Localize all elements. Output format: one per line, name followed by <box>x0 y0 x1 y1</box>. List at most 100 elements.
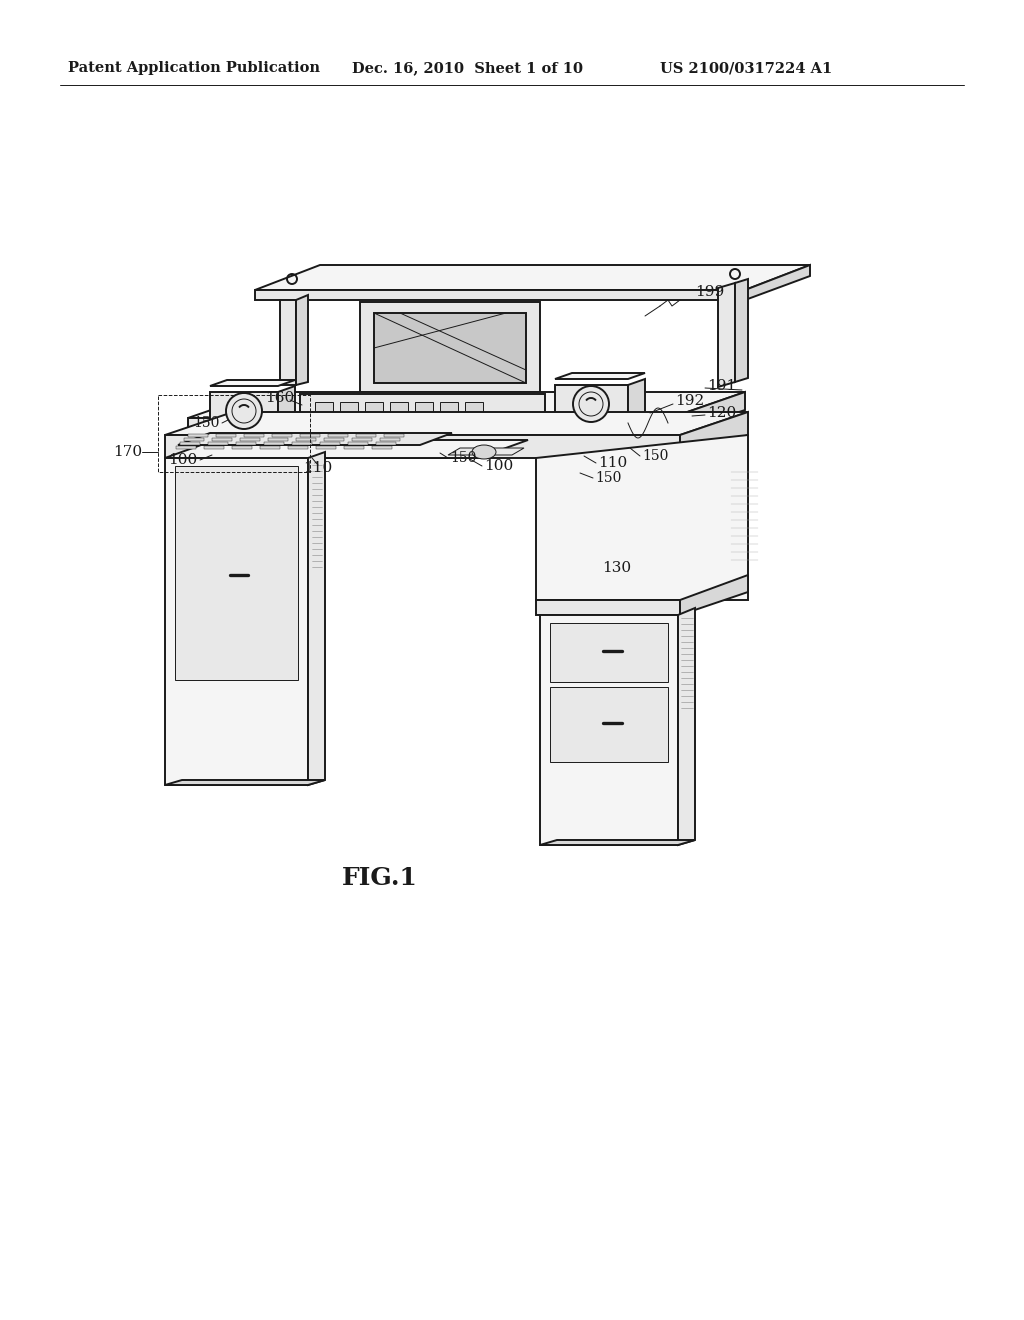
Text: 150: 150 <box>595 471 622 484</box>
Polygon shape <box>255 290 745 300</box>
Polygon shape <box>449 447 524 455</box>
Polygon shape <box>374 313 526 383</box>
Polygon shape <box>536 436 748 601</box>
Polygon shape <box>188 434 208 437</box>
Polygon shape <box>244 434 264 437</box>
Polygon shape <box>465 403 483 424</box>
Polygon shape <box>680 412 748 458</box>
Polygon shape <box>319 442 340 445</box>
Text: 199: 199 <box>695 285 724 300</box>
Polygon shape <box>555 374 645 379</box>
Polygon shape <box>260 446 280 449</box>
Polygon shape <box>328 434 348 437</box>
Text: 150: 150 <box>642 449 669 463</box>
Polygon shape <box>352 438 372 441</box>
Polygon shape <box>165 780 325 785</box>
Polygon shape <box>408 414 495 418</box>
Text: 160: 160 <box>265 391 294 405</box>
Polygon shape <box>680 576 748 615</box>
Polygon shape <box>208 442 228 445</box>
Text: 191: 191 <box>707 379 736 393</box>
Polygon shape <box>292 442 312 445</box>
Polygon shape <box>272 434 292 437</box>
Polygon shape <box>390 403 408 424</box>
Polygon shape <box>550 686 668 762</box>
Polygon shape <box>315 403 333 424</box>
Polygon shape <box>278 385 295 430</box>
Polygon shape <box>240 438 260 441</box>
Text: 150: 150 <box>194 416 220 430</box>
Circle shape <box>573 385 609 422</box>
Polygon shape <box>550 623 668 682</box>
Polygon shape <box>440 403 458 424</box>
Polygon shape <box>165 458 308 785</box>
Polygon shape <box>432 392 468 408</box>
Polygon shape <box>324 438 344 441</box>
Text: 130: 130 <box>602 561 631 576</box>
Polygon shape <box>300 434 319 437</box>
Polygon shape <box>555 385 628 422</box>
Text: 170: 170 <box>113 445 142 459</box>
Text: US 2100/0317224 A1: US 2100/0317224 A1 <box>660 61 833 75</box>
Polygon shape <box>360 302 540 392</box>
Polygon shape <box>356 434 376 437</box>
Polygon shape <box>165 436 680 458</box>
Polygon shape <box>210 380 295 385</box>
Polygon shape <box>280 300 296 385</box>
Polygon shape <box>678 609 695 845</box>
Text: 100: 100 <box>168 453 197 467</box>
Polygon shape <box>165 440 528 458</box>
Polygon shape <box>540 615 678 845</box>
Text: 110: 110 <box>598 455 628 470</box>
Polygon shape <box>408 408 495 414</box>
Circle shape <box>226 393 262 429</box>
Polygon shape <box>670 392 745 436</box>
Polygon shape <box>376 442 396 445</box>
Polygon shape <box>178 433 452 445</box>
Polygon shape <box>540 840 695 845</box>
Polygon shape <box>184 438 204 441</box>
Polygon shape <box>718 282 735 387</box>
Polygon shape <box>380 438 400 441</box>
Polygon shape <box>212 438 232 441</box>
Polygon shape <box>180 442 200 445</box>
Text: Dec. 16, 2010  Sheet 1 of 10: Dec. 16, 2010 Sheet 1 of 10 <box>352 61 583 75</box>
Polygon shape <box>268 438 288 441</box>
Polygon shape <box>344 446 364 449</box>
Text: FIG.1: FIG.1 <box>342 866 418 890</box>
Polygon shape <box>348 442 368 445</box>
Polygon shape <box>735 279 748 381</box>
Text: 110: 110 <box>303 461 333 475</box>
Polygon shape <box>216 434 236 437</box>
Polygon shape <box>255 265 810 290</box>
Polygon shape <box>165 412 748 436</box>
Text: 150: 150 <box>450 451 476 465</box>
Polygon shape <box>415 403 433 424</box>
Polygon shape <box>296 294 308 385</box>
Polygon shape <box>175 466 298 680</box>
Polygon shape <box>308 451 325 785</box>
Polygon shape <box>210 392 278 430</box>
Polygon shape <box>365 403 383 424</box>
Polygon shape <box>236 442 256 445</box>
Text: 100: 100 <box>484 459 513 473</box>
Text: 120: 120 <box>707 407 736 420</box>
Polygon shape <box>232 446 252 449</box>
Polygon shape <box>288 446 308 449</box>
Text: Patent Application Publication: Patent Application Publication <box>68 61 319 75</box>
Polygon shape <box>316 446 336 449</box>
Polygon shape <box>296 438 316 441</box>
Text: 192: 192 <box>675 393 705 408</box>
Polygon shape <box>300 393 545 432</box>
Polygon shape <box>188 418 670 436</box>
Polygon shape <box>264 442 284 445</box>
Polygon shape <box>188 392 745 418</box>
Polygon shape <box>340 403 358 424</box>
Polygon shape <box>384 434 404 437</box>
Polygon shape <box>372 446 392 449</box>
Ellipse shape <box>472 445 496 459</box>
Polygon shape <box>176 446 196 449</box>
Polygon shape <box>628 379 645 422</box>
Polygon shape <box>536 601 680 615</box>
Polygon shape <box>745 265 810 300</box>
